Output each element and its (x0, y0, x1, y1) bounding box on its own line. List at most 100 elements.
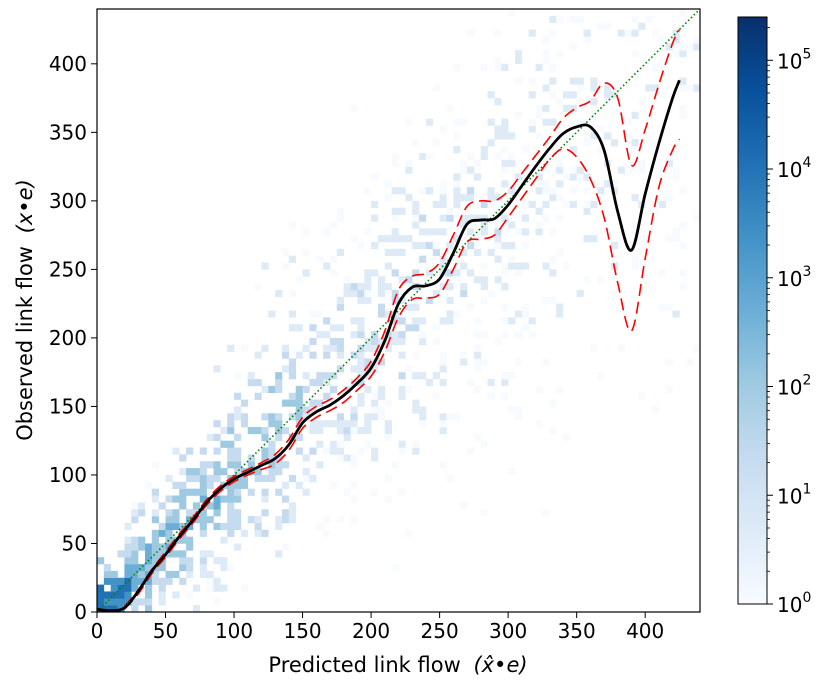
heatmap-cell (467, 187, 475, 195)
heatmap-cell (158, 564, 166, 572)
heatmap-cell (487, 248, 495, 256)
heatmap-cell (569, 77, 577, 85)
heatmap-cell (371, 406, 379, 414)
heatmap-cell (521, 214, 529, 222)
heatmap-cell (480, 63, 488, 71)
heatmap-cell (343, 289, 351, 298)
heatmap-cell (679, 241, 687, 250)
heatmap-cell (576, 173, 584, 181)
heatmap-cell (261, 447, 269, 455)
heatmap-cell (686, 358, 694, 366)
heatmap-cell (384, 433, 392, 441)
heatmap-cell (501, 228, 509, 236)
heatmap-cell (295, 413, 303, 421)
heatmap-cell (583, 36, 591, 44)
heatmap-cell (329, 344, 338, 352)
heatmap-cell (542, 296, 550, 304)
heatmap-cell (336, 214, 344, 222)
heatmap-cell (535, 104, 543, 113)
heatmap-cell (658, 303, 667, 311)
heatmap-cell (412, 317, 420, 325)
heatmap-cell (261, 509, 269, 517)
heatmap-cell (309, 447, 317, 455)
heatmap-cell (186, 564, 194, 572)
heatmap-cell (562, 173, 571, 181)
heatmap-cell (610, 139, 619, 147)
heatmap-cell (556, 15, 564, 23)
heatmap-cell (556, 166, 564, 174)
heatmap-cell (329, 221, 338, 229)
heatmap-cell (494, 132, 502, 140)
heatmap-cell (124, 522, 132, 531)
heatmap-cell (631, 15, 639, 23)
heatmap-cell (405, 118, 413, 126)
heatmap-cell (309, 379, 317, 387)
heatmap-cell (487, 187, 495, 195)
heatmap-cell (514, 413, 523, 421)
heatmap-cell (631, 194, 639, 202)
heatmap-cell (343, 426, 351, 435)
heatmap-cell (460, 166, 468, 174)
heatmap-cell (604, 84, 612, 92)
heatmap-cell (384, 420, 392, 428)
heatmap-cell (384, 262, 392, 270)
heatmap-cell (528, 118, 536, 126)
heatmap-cell (357, 351, 365, 359)
y-tick-label: 100 (49, 463, 87, 487)
heatmap-cell (247, 379, 255, 387)
heatmap-cell (288, 509, 297, 517)
heatmap-cell (549, 269, 557, 277)
heatmap-cell (631, 29, 639, 37)
heatmap-cell (679, 187, 687, 195)
heatmap-cell (275, 516, 283, 524)
heatmap-cell (576, 77, 584, 85)
heatmap-cell (494, 221, 502, 229)
heatmap-cell (192, 488, 201, 496)
heatmap-cell (364, 283, 372, 291)
heatmap-cell (638, 166, 646, 174)
heatmap-cell (336, 420, 344, 428)
colorbar-ticks: 100 101 102 103 104 105 (767, 27, 811, 617)
heatmap-cell (357, 289, 365, 298)
heatmap-cell (535, 132, 543, 140)
heatmap-cell (514, 56, 523, 65)
heatmap-cell (658, 269, 667, 277)
heatmap-cell (275, 433, 283, 441)
heatmap-cell (419, 228, 427, 236)
heatmap-cell (179, 495, 187, 503)
heatmap-cell (384, 180, 392, 188)
y-axis-label-math: (x•e) (13, 179, 37, 233)
heatmap-cell (665, 152, 673, 161)
heatmap-cell (446, 317, 454, 325)
heatmap-cell (514, 77, 523, 85)
heatmap-cell (131, 509, 139, 517)
heatmap-cell (103, 577, 111, 585)
heatmap-cell (480, 262, 488, 270)
heatmap-cell (336, 248, 344, 256)
heatmap-cell (199, 516, 207, 524)
heatmap-cell (234, 488, 242, 496)
heatmap-cell (658, 91, 667, 99)
heatmap-cell (110, 605, 118, 612)
heatmap-cell (213, 522, 221, 531)
heatmap-cell (282, 399, 290, 407)
heatmap-cell (645, 15, 653, 23)
heatmap-cell (597, 146, 605, 154)
heatmap-cell (213, 433, 221, 441)
heatmap-cell (186, 509, 194, 517)
heatmap-cell (665, 235, 673, 243)
heatmap-cell (460, 262, 468, 270)
heatmap-cell (240, 474, 249, 483)
heatmap-cell (535, 385, 543, 394)
heatmap-cell (323, 351, 331, 359)
heatmap-cell (103, 564, 111, 572)
heatmap-cell (295, 351, 303, 359)
heatmap-cell (384, 474, 392, 483)
heatmap-cell (158, 591, 166, 599)
heatmap-cell (206, 461, 214, 469)
heatmap-cell (542, 166, 550, 174)
heatmap-cell (631, 262, 639, 270)
heatmap-cell (542, 118, 550, 126)
heatmap-cell (467, 166, 475, 174)
heatmap-cell (693, 36, 700, 44)
